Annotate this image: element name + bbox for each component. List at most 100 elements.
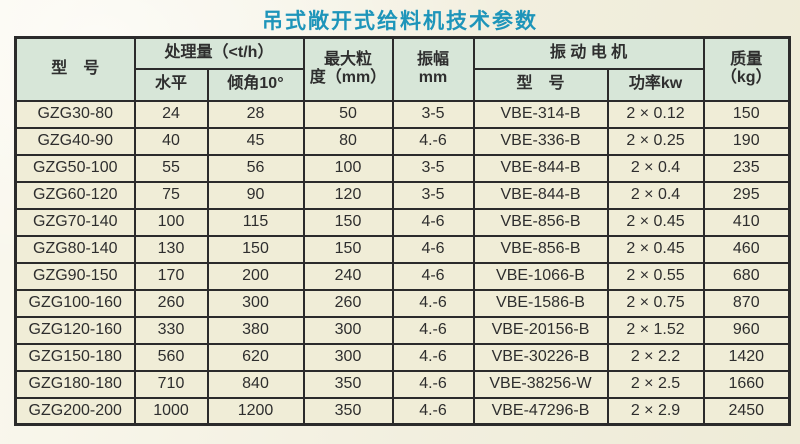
page-title: 吊式敞开式给料机技术参数 <box>262 10 538 33</box>
cell-capacity-incline: 620 <box>206 342 305 372</box>
table-row: GZG150-180 560 620 300 4.-6 VBE-30226-B 2 × 2.… <box>14 342 791 372</box>
cell-amplitude: 4.-6 <box>391 369 475 399</box>
header-mass: 质量 （kg） <box>702 36 791 102</box>
table-row: GZG80-140 130 150 150 4-6 VBE-856-B 2 × 0.45 46… <box>14 234 791 264</box>
cell-capacity-incline: 200 <box>206 261 305 291</box>
cell-capacity-incline: 300 <box>206 288 305 318</box>
cell-capacity-horizontal: 40 <box>133 126 209 156</box>
cell-amplitude: 4-6 <box>391 261 475 291</box>
table-row: GZG100-160 260 300 260 4.-6 VBE-1586-B 2 × 0.7… <box>14 288 791 318</box>
cell-capacity-incline: 56 <box>206 153 305 183</box>
spec-table: 型 号 处理量（<t/h） 最大粒 度（mm） 振幅 mm 振 动 电 机 质量… <box>14 36 791 426</box>
cell-capacity-incline: 380 <box>206 315 305 345</box>
cell-motor-power: 2 × 1.52 <box>606 315 705 345</box>
header-motor-power: 功率kw <box>606 67 705 102</box>
cell-max-particle: 150 <box>302 234 394 264</box>
cell-motor-power: 2 × 0.25 <box>606 126 705 156</box>
cell-amplitude: 4.-6 <box>391 288 475 318</box>
cell-amplitude: 4-6 <box>391 234 475 264</box>
cell-max-particle: 350 <box>302 369 394 399</box>
cell-motor-model: VBE-856-B <box>472 207 609 237</box>
cell-mass: 680 <box>702 261 791 291</box>
cell-capacity-horizontal: 710 <box>133 369 209 399</box>
cell-max-particle: 260 <box>302 288 394 318</box>
cell-model: GZG60-120 <box>14 180 136 210</box>
cell-motor-power: 2 × 2.9 <box>606 396 705 426</box>
cell-capacity-incline: 840 <box>206 369 305 399</box>
header-amplitude-line2: mm <box>418 69 448 87</box>
cell-motor-model: VBE-844-B <box>472 180 609 210</box>
cell-amplitude: 4.-6 <box>391 342 475 372</box>
cell-motor-power: 2 × 0.45 <box>606 207 705 237</box>
cell-capacity-horizontal: 24 <box>133 99 209 129</box>
cell-mass: 190 <box>702 126 791 156</box>
table-row: GZG200-200 1000 1200 350 4.-6 VBE-47296-B 2 × … <box>14 396 791 426</box>
cell-motor-power: 2 × 0.4 <box>606 180 705 210</box>
cell-mass: 460 <box>702 234 791 264</box>
table-row: GZG50-100 55 56 100 3-5 VBE-844-B 2 × 0.4 235 <box>14 153 791 183</box>
cell-model: GZG100-160 <box>14 288 136 318</box>
header-max-particle-line1: 最大粒 <box>323 50 372 68</box>
cell-mass: 150 <box>702 99 791 129</box>
cell-motor-model: VBE-20156-B <box>472 315 609 345</box>
cell-motor-model: VBE-314-B <box>472 99 609 129</box>
cell-motor-power: 2 × 0.12 <box>606 99 705 129</box>
cell-capacity-horizontal: 260 <box>133 288 209 318</box>
table-row: GZG40-90 40 45 80 4.-6 VBE-336-B 2 × 0.25 190 <box>14 126 791 156</box>
cell-motor-power: 2 × 2.2 <box>606 342 705 372</box>
cell-motor-model: VBE-844-B <box>472 153 609 183</box>
header-row-1: 型 号 处理量（<t/h） 最大粒 度（mm） 振幅 mm 振 动 电 机 质量… <box>14 36 791 102</box>
header-capacity-incline: 倾角10° <box>206 67 305 102</box>
cell-motor-model: VBE-30226-B <box>472 342 609 372</box>
cell-motor-model: VBE-1586-B <box>472 288 609 318</box>
table-row: GZG60-120 75 90 120 3-5 VBE-844-B 2 × 0.4 295 <box>14 180 791 210</box>
header-max-particle: 最大粒 度（mm） <box>302 36 394 102</box>
cell-capacity-incline: 1200 <box>206 396 305 426</box>
cell-mass: 410 <box>702 207 791 237</box>
cell-mass: 870 <box>702 288 791 318</box>
cell-capacity-horizontal: 170 <box>133 261 209 291</box>
cell-model: GZG90-150 <box>14 261 136 291</box>
header-max-particle-line2: 度（mm） <box>309 69 387 87</box>
header-mass-line1: 质量 <box>730 50 763 68</box>
cell-capacity-horizontal: 55 <box>133 153 209 183</box>
cell-capacity-horizontal: 100 <box>133 207 209 237</box>
cell-capacity-horizontal: 130 <box>133 234 209 264</box>
cell-model: GZG120-160 <box>14 315 136 345</box>
cell-capacity-horizontal: 560 <box>133 342 209 372</box>
cell-mass: 295 <box>702 180 791 210</box>
cell-mass: 2450 <box>702 396 791 426</box>
cell-model: GZG200-200 <box>14 396 136 426</box>
cell-motor-model: VBE-38256-W <box>472 369 609 399</box>
cell-max-particle: 350 <box>302 396 394 426</box>
cell-capacity-horizontal: 75 <box>133 180 209 210</box>
cell-max-particle: 120 <box>302 180 394 210</box>
cell-mass: 960 <box>702 315 791 345</box>
cell-motor-power: 2 × 2.5 <box>606 369 705 399</box>
cell-motor-power: 2 × 0.55 <box>606 261 705 291</box>
cell-mass: 1420 <box>702 342 791 372</box>
table-row: GZG90-150 170 200 240 4-6 VBE-1066-B 2 × 0.55 6… <box>14 261 791 291</box>
cell-max-particle: 150 <box>302 207 394 237</box>
table-row: GZG180-180 710 840 350 4.-6 VBE-38256-W 2 × 2.… <box>14 369 791 399</box>
cell-capacity-horizontal: 1000 <box>133 396 209 426</box>
header-model: 型 号 <box>14 36 136 102</box>
cell-capacity-incline: 150 <box>206 234 305 264</box>
table-row: GZG70-140 100 115 150 4-6 VBE-856-B 2 × 0.45 41… <box>14 207 791 237</box>
cell-capacity-incline: 28 <box>206 99 305 129</box>
cell-max-particle: 100 <box>302 153 394 183</box>
header-capacity-group: 处理量（<t/h） <box>133 36 305 70</box>
header-row-2: 水平 倾角10° 型 号 功率kw <box>16 67 790 102</box>
cell-max-particle: 300 <box>302 315 394 345</box>
cell-model: GZG30-80 <box>14 99 136 129</box>
cell-mass: 235 <box>702 153 791 183</box>
header-amplitude-line1: 振幅 <box>416 50 449 68</box>
cell-amplitude: 3-5 <box>391 180 475 210</box>
cell-model: GZG180-180 <box>14 369 136 399</box>
cell-model: GZG50-100 <box>14 153 136 183</box>
spec-table-header: 型 号 处理量（<t/h） 最大粒 度（mm） 振幅 mm 振 动 电 机 质量… <box>14 36 791 102</box>
cell-max-particle: 240 <box>302 261 394 291</box>
cell-capacity-horizontal: 330 <box>133 315 209 345</box>
cell-model: GZG80-140 <box>14 234 136 264</box>
